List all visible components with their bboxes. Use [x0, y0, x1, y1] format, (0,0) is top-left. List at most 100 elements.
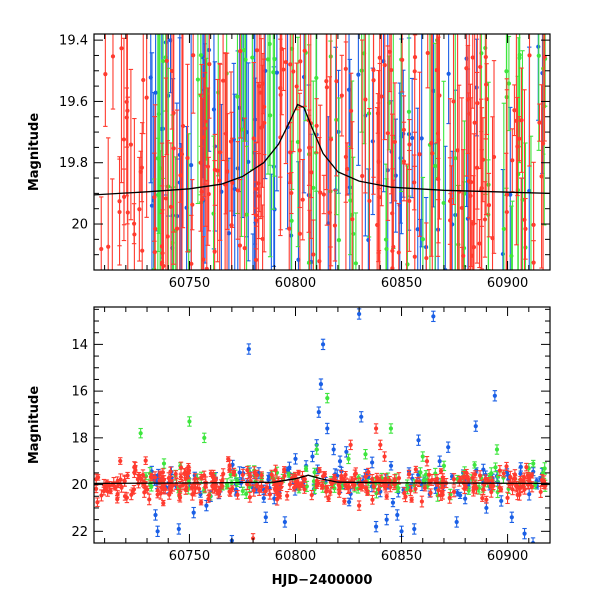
bottom-point	[426, 469, 432, 481]
bottom-y-tick-label: 14	[71, 338, 88, 353]
top-x-tick-label: 60850	[381, 276, 422, 291]
top-point	[307, 209, 312, 270]
bottom-point	[320, 471, 326, 482]
bottom-point	[457, 491, 463, 499]
bottom-outlier-point	[382, 451, 387, 462]
bottom-point	[337, 482, 342, 492]
top-point	[207, 34, 212, 119]
bottom-point	[163, 483, 168, 495]
top-point	[257, 34, 262, 213]
top-y-tick-label: 20	[71, 218, 88, 233]
top-point	[429, 34, 434, 257]
bottom-point	[240, 468, 245, 482]
top-point	[244, 145, 249, 270]
top-point	[453, 34, 458, 270]
top-point	[407, 149, 412, 252]
bottom-x-tick-label: 60900	[487, 549, 528, 564]
top-point	[198, 93, 203, 232]
top-point	[243, 34, 248, 142]
bottom-point	[252, 466, 257, 479]
bottom-point	[291, 483, 297, 492]
bottom-point	[220, 468, 226, 480]
bottom-point	[101, 486, 107, 496]
bottom-point	[115, 490, 120, 498]
top-point	[212, 160, 217, 270]
bottom-point	[273, 464, 278, 476]
top-point	[353, 212, 359, 270]
bottom-outlier-point	[263, 511, 268, 523]
bottom-point	[199, 473, 204, 481]
top-point	[110, 34, 116, 110]
top-panel: 60750 60800 60850 60900 19.4 19.6 19.8 20 Magni…	[27, 33, 551, 291]
top-point	[226, 157, 232, 270]
bottom-point	[526, 487, 532, 501]
top-point	[261, 58, 267, 156]
top-plot-frame	[93, 33, 551, 271]
top-point	[472, 34, 477, 225]
bottom-point	[409, 496, 414, 503]
top-point	[106, 137, 111, 270]
bottom-outlier-point	[316, 406, 322, 418]
top-point	[334, 34, 339, 177]
bottom-point	[245, 465, 250, 475]
top-point	[324, 34, 330, 226]
bottom-point	[178, 473, 184, 481]
bottom-point	[235, 490, 240, 500]
bottom-outlier-point	[473, 420, 478, 432]
bottom-point	[173, 470, 178, 478]
top-point	[121, 168, 127, 226]
bottom-point	[369, 456, 375, 469]
bottom-point	[182, 468, 187, 479]
bottom-outlier-point	[155, 525, 160, 538]
top-point	[512, 84, 517, 137]
top-point	[318, 104, 323, 270]
bottom-point	[206, 495, 211, 503]
top-point	[464, 34, 469, 177]
bottom-point	[276, 478, 281, 490]
top-point	[274, 34, 280, 192]
top-point	[159, 142, 165, 270]
top-axes: 60750 60800 60850 60900 19.4 19.6 19.8 20	[59, 34, 551, 291]
bottom-point	[365, 490, 370, 496]
top-point	[404, 163, 409, 270]
top-point	[468, 83, 473, 270]
bottom-point	[118, 457, 123, 465]
bottom-point	[505, 491, 510, 505]
top-point	[441, 80, 446, 270]
top-point	[215, 78, 220, 263]
bottom-x-tick-label: 60800	[275, 549, 316, 564]
bottom-point	[122, 491, 128, 501]
bottom-y-tick-label: 16	[71, 385, 88, 400]
top-point	[510, 200, 515, 270]
bottom-outlier-point	[356, 500, 362, 511]
bottom-point	[501, 469, 506, 478]
top-point	[382, 34, 387, 141]
bottom-point	[465, 473, 470, 481]
top-point	[477, 219, 482, 269]
bottom-outlier-point	[363, 448, 368, 460]
bottom-point	[384, 493, 389, 500]
bottom-outlier-point	[412, 523, 417, 535]
bottom-point	[518, 462, 524, 472]
bottom-point	[94, 484, 99, 494]
top-x-tick-label: 60800	[275, 276, 316, 291]
bottom-outlier-point	[494, 444, 500, 455]
top-point	[103, 34, 108, 127]
top-point	[140, 122, 145, 270]
top-point	[456, 184, 461, 270]
bottom-point	[366, 467, 371, 477]
bottom-point	[388, 461, 394, 471]
top-point	[486, 172, 492, 238]
top-point	[242, 117, 247, 270]
bottom-point	[413, 465, 419, 473]
bottom-outlier-point	[348, 439, 353, 451]
bottom-series-0	[149, 308, 545, 543]
bottom-point	[378, 474, 383, 488]
top-point	[174, 109, 180, 270]
top-point	[491, 60, 497, 254]
bottom-x-tick-label: 60850	[381, 549, 422, 564]
top-point	[289, 172, 294, 215]
bottom-point	[419, 495, 425, 508]
top-point	[359, 39, 365, 270]
top-point	[484, 63, 489, 136]
